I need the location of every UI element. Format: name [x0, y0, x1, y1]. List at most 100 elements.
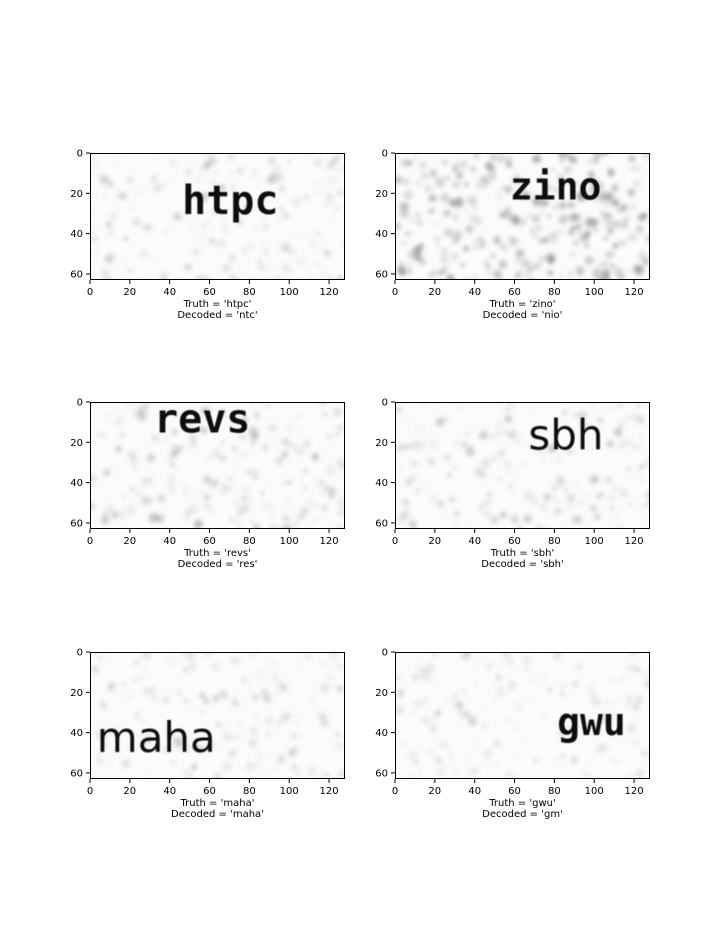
x-tick-label: 0 — [392, 536, 398, 547]
x-tick-label: 60 — [508, 287, 521, 298]
y-tick-label: 20 — [375, 189, 388, 200]
x-tick-label: 120 — [625, 536, 644, 547]
x-tick-label: 120 — [320, 786, 339, 797]
axes-frame — [395, 402, 650, 529]
y-tick-label: 0 — [382, 398, 388, 409]
truth-label: Truth = 'revs' — [183, 548, 251, 559]
x-tick-label: 0 — [392, 287, 398, 298]
x-tick-label: 20 — [428, 536, 441, 547]
x-tick-label: 40 — [468, 786, 481, 797]
x-tick-label: 0 — [87, 287, 93, 298]
x-tick-label: 20 — [428, 786, 441, 797]
decoded-label: Decoded = 'maha' — [171, 809, 264, 820]
decoded-label: Decoded = 'ntc' — [177, 310, 257, 321]
y-tick-label: 60 — [70, 769, 83, 780]
x-tick-label: 80 — [548, 536, 561, 547]
decoded-label: Decoded = 'res' — [178, 559, 258, 570]
truth-label: Truth = 'maha' — [180, 798, 255, 809]
x-tick-label: 40 — [163, 536, 176, 547]
x-tick-label: 100 — [280, 786, 299, 797]
y-tick-label: 40 — [70, 728, 83, 739]
x-tick-label: 40 — [163, 287, 176, 298]
x-tick-label: 80 — [243, 287, 256, 298]
y-tick-label: 60 — [70, 519, 83, 530]
x-tick-label: 100 — [585, 536, 604, 547]
x-tick-label: 80 — [243, 786, 256, 797]
y-tick-label: 40 — [70, 478, 83, 489]
image-noise — [395, 153, 650, 280]
image-noise — [90, 153, 345, 280]
x-tick-label: 20 — [123, 287, 136, 298]
y-tick-label: 60 — [375, 769, 388, 780]
x-tick-label: 60 — [203, 786, 216, 797]
x-tick-label: 80 — [548, 287, 561, 298]
captcha-word: sbh — [528, 411, 603, 460]
x-tick-label: 0 — [87, 786, 93, 797]
captcha-word: maha — [97, 713, 216, 762]
image-noise — [395, 402, 650, 529]
truth-label: Truth = 'gwu' — [488, 798, 555, 809]
x-tick-label: 120 — [320, 287, 339, 298]
captcha-word: revs — [154, 397, 250, 443]
y-tick-label: 20 — [70, 438, 83, 449]
truth-label: Truth = 'zino' — [488, 299, 555, 310]
image-noise — [90, 402, 345, 529]
truth-label: Truth = 'sbh' — [490, 548, 554, 559]
x-tick-label: 80 — [548, 786, 561, 797]
captcha-image: htpc — [90, 153, 345, 280]
x-tick-label: 100 — [280, 287, 299, 298]
y-tick-label: 0 — [77, 648, 83, 659]
y-tick-label: 20 — [375, 688, 388, 699]
y-tick-label: 20 — [70, 189, 83, 200]
captcha-image: gwu — [395, 652, 650, 779]
x-tick-label: 120 — [625, 287, 644, 298]
x-tick-label: 0 — [392, 786, 398, 797]
x-tick-label: 40 — [468, 536, 481, 547]
y-tick-label: 40 — [375, 728, 388, 739]
x-tick-label: 20 — [123, 786, 136, 797]
y-tick-label: 0 — [382, 149, 388, 160]
x-tick-label: 100 — [280, 536, 299, 547]
x-tick-label: 60 — [203, 287, 216, 298]
captcha-image: zino — [395, 153, 650, 280]
y-tick-label: 60 — [375, 519, 388, 530]
x-tick-label: 60 — [508, 536, 521, 547]
captcha-image: sbh — [395, 402, 650, 529]
y-tick-label: 60 — [70, 270, 83, 281]
axes-frame — [90, 402, 345, 529]
x-tick-label: 60 — [203, 536, 216, 547]
x-tick-label: 20 — [123, 536, 136, 547]
image-noise — [395, 652, 650, 779]
x-tick-label: 120 — [320, 536, 339, 547]
axes-frame — [395, 153, 650, 280]
decoded-label: Decoded = 'nio' — [483, 310, 563, 321]
y-tick-label: 40 — [70, 229, 83, 240]
captcha-image: revs — [90, 397, 345, 529]
x-tick-label: 60 — [508, 786, 521, 797]
y-tick-label: 20 — [375, 438, 388, 449]
axes-frame — [90, 652, 345, 779]
x-tick-label: 40 — [163, 786, 176, 797]
x-tick-label: 0 — [87, 536, 93, 547]
axes-frame — [90, 153, 345, 280]
x-tick-label: 20 — [428, 287, 441, 298]
captcha-word: gwu — [557, 700, 626, 744]
x-tick-label: 40 — [468, 287, 481, 298]
decoded-label: Decoded = 'sbh' — [481, 559, 563, 570]
truth-label: Truth = 'htpc' — [183, 299, 252, 310]
y-tick-label: 40 — [375, 229, 388, 240]
x-tick-label: 80 — [243, 536, 256, 547]
axes-frame — [395, 652, 650, 779]
y-tick-label: 40 — [375, 478, 388, 489]
captcha-image: maha — [90, 652, 345, 779]
x-tick-label: 100 — [585, 287, 604, 298]
y-tick-label: 0 — [77, 149, 83, 160]
captcha-word: htpc — [182, 178, 278, 224]
